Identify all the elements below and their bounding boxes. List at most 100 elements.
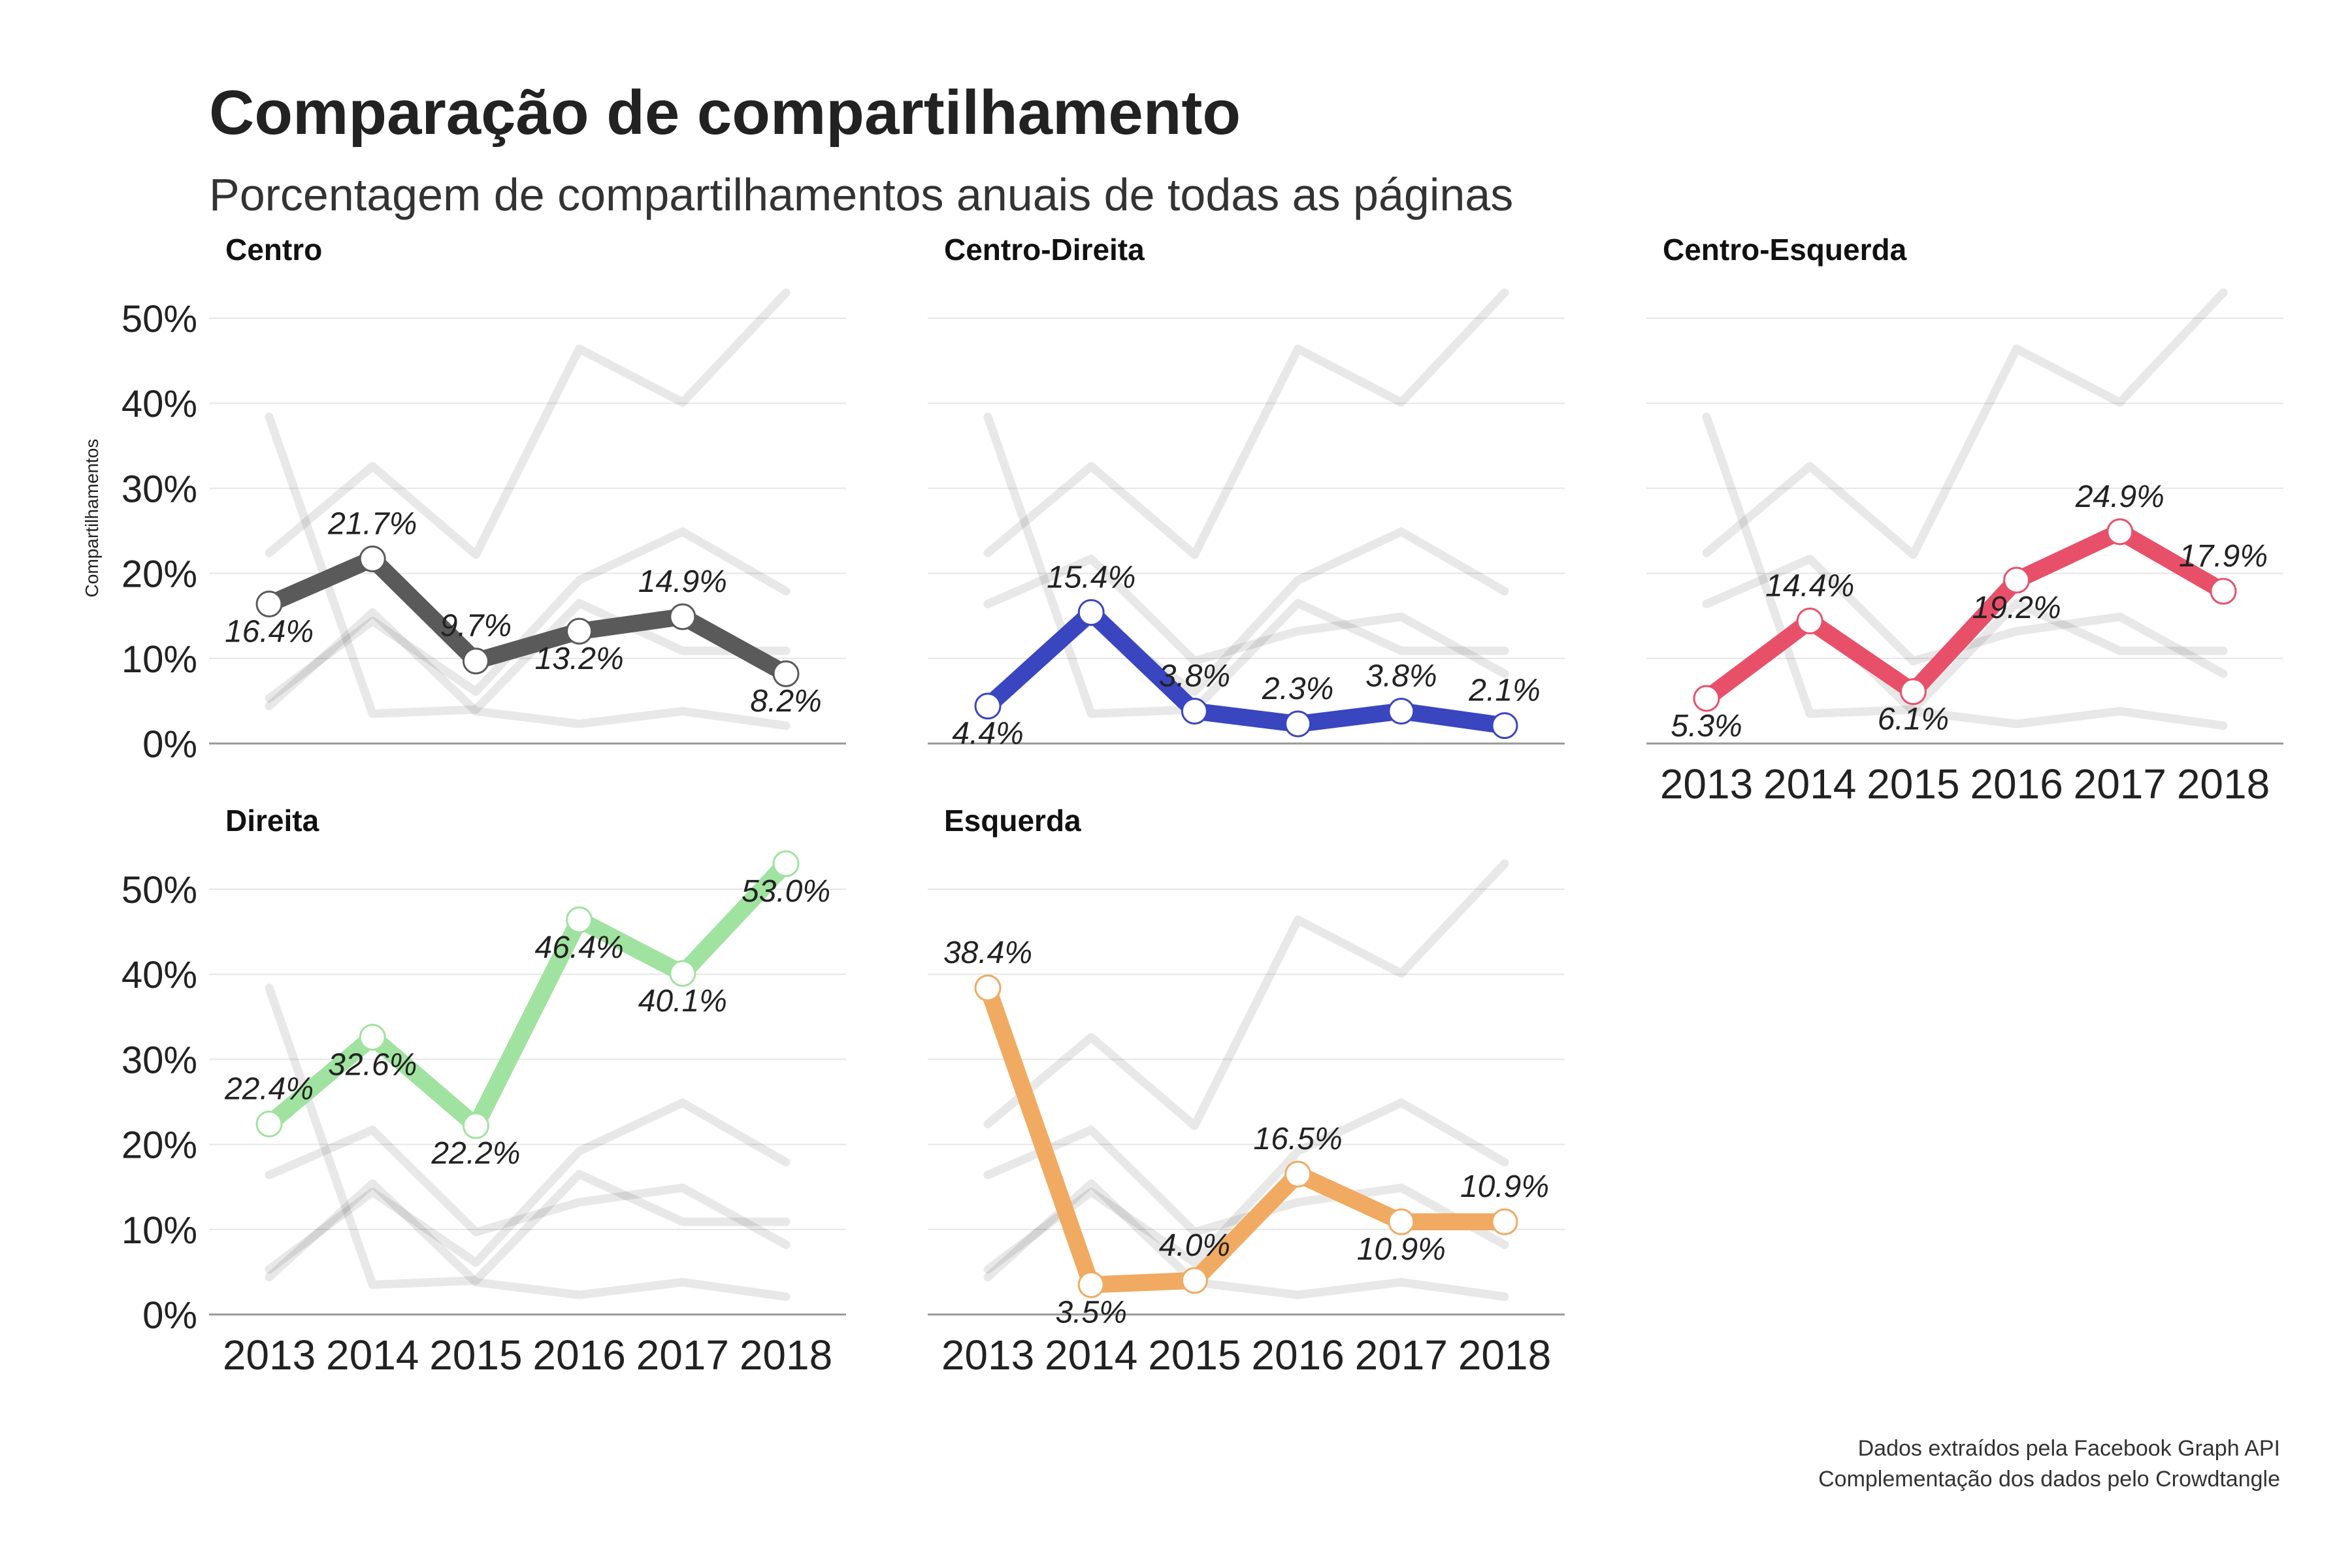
y-tick-label: 50% — [122, 869, 197, 911]
ghost-line-direita — [983, 288, 1509, 559]
data-point — [359, 1024, 386, 1051]
x-tick-label: 2014 — [326, 1331, 419, 1379]
ghost-line-direita — [1702, 288, 2228, 559]
y-tick-label: 50% — [122, 298, 197, 340]
data-point — [359, 545, 386, 572]
caption-line-1: Dados extraídos pela Facebook Graph API — [1858, 1436, 2280, 1461]
data-point — [566, 906, 593, 934]
data-label: 3.8% — [1365, 659, 1437, 694]
y-tick-label: 30% — [122, 468, 197, 510]
ghost-line-centro-direita — [983, 1179, 1509, 1301]
data-point — [974, 974, 1002, 1002]
data-point — [2210, 578, 2237, 605]
facet-panels: Centro 0% 10% 20% 30% 40% 50% 16.4% 21.7% 9.7% 13.… — [82, 233, 2283, 1379]
ghost-line-esquerda — [1702, 412, 2228, 718]
facet-centro-direita: Centro-Direita 4.4% 15.4% 3.8% 2.3% 3.8% 2.1% — [928, 233, 1565, 751]
data-point — [1796, 608, 1823, 635]
data-label: 6.1% — [1878, 702, 1949, 737]
data-label: 53.0% — [742, 874, 830, 909]
data-point — [669, 960, 696, 987]
data-label: 4.0% — [1159, 1228, 1230, 1263]
data-label: 19.2% — [1972, 591, 2061, 625]
x-tick-label: 2015 — [1867, 760, 1959, 808]
ghost-line-centro — [983, 554, 1509, 678]
y-tick-label: 40% — [122, 954, 197, 996]
data-point — [1181, 698, 1208, 725]
data-point — [1899, 678, 1927, 706]
ghost-line-direita — [265, 288, 791, 559]
data-point — [1388, 698, 1415, 725]
data-label: 10.9% — [1460, 1169, 1549, 1204]
data-label: 14.9% — [638, 564, 727, 599]
facet-direita: Direita 0% 10% 20% 30% 40% 50% 22.4% 32.6% 22.2% 4… — [122, 804, 846, 1379]
data-label: 3.8% — [1159, 659, 1230, 694]
facet-title-esquerda: Esquerda — [944, 804, 1081, 838]
ghost-line-esquerda — [265, 412, 791, 718]
data-label: 40.1% — [638, 984, 727, 1019]
data-label: 5.3% — [1671, 709, 1742, 743]
data-label: 2.1% — [1468, 674, 1540, 708]
x-tick-label: 2018 — [1458, 1331, 1551, 1379]
y-tick-label: 20% — [122, 1124, 197, 1167]
ghost-line-centro-esquerda — [265, 1098, 791, 1274]
data-point — [255, 590, 283, 617]
data-point — [462, 1112, 489, 1139]
ghost-line-centro-direita — [265, 1179, 791, 1301]
x-tick-label: 2015 — [1148, 1331, 1241, 1379]
x-tick-label: 2017 — [1355, 1331, 1448, 1379]
data-label: 14.4% — [1765, 569, 1854, 604]
data-label: 24.9% — [2075, 480, 2164, 514]
caption-line-2: Complementação dos dados pelo Crowdtangl… — [1818, 1467, 2280, 1492]
data-label: 22.4% — [224, 1071, 314, 1106]
ghost-line-centro-esquerda — [265, 527, 791, 703]
data-point — [1284, 1160, 1312, 1188]
x-tick-label: 2014 — [1045, 1331, 1137, 1379]
data-point — [1077, 599, 1105, 627]
data-point — [1181, 1267, 1208, 1294]
x-tick-label: 2014 — [1763, 760, 1856, 808]
x-tick-label: 2013 — [1660, 760, 1753, 808]
data-point — [669, 603, 696, 630]
facet-title-centro-direita: Centro-Direita — [944, 233, 1145, 267]
x-tick-label: 2016 — [532, 1331, 625, 1379]
ghost-line-centro — [265, 1125, 791, 1249]
x-tick-label: 2015 — [429, 1331, 522, 1379]
facet-centro: Centro 0% 10% 20% 30% 40% 50% 16.4% 21.7% 9.7% 13.… — [82, 233, 846, 766]
series-line-direita — [261, 855, 794, 1134]
y-tick-label: 0% — [142, 723, 197, 766]
ghost-line-esquerda — [265, 983, 791, 1289]
data-point — [1491, 1208, 1518, 1235]
x-tick-label: 2013 — [941, 1331, 1034, 1379]
series-line-centro — [261, 550, 794, 683]
data-point — [1491, 712, 1518, 740]
ghost-line-centro-esquerda — [983, 1098, 1509, 1274]
data-label: 16.5% — [1254, 1122, 1343, 1156]
x-tick-label: 2017 — [636, 1331, 729, 1379]
data-label: 8.2% — [750, 684, 821, 719]
data-point — [2003, 566, 2031, 594]
data-point — [255, 1110, 283, 1137]
data-point — [1077, 1271, 1105, 1298]
data-point — [1284, 710, 1312, 738]
y-tick-label: 0% — [142, 1294, 197, 1337]
data-point — [1388, 1208, 1415, 1235]
data-label: 15.4% — [1047, 561, 1135, 595]
series-line-centro-esquerda — [1698, 523, 2232, 707]
data-label: 2.3% — [1262, 672, 1333, 706]
data-label: 16.4% — [225, 614, 314, 649]
data-point — [2106, 518, 2134, 546]
data-point — [772, 660, 800, 687]
data-label: 3.5% — [1055, 1295, 1126, 1330]
data-label: 32.6% — [328, 1048, 417, 1083]
y-tick-label: 30% — [122, 1039, 197, 1081]
x-tick-label: 2018 — [740, 1331, 832, 1379]
series-line-esquerda — [979, 979, 1513, 1294]
x-tick-label: 2018 — [2177, 760, 2270, 808]
x-tick-label: 2016 — [1970, 760, 2063, 808]
data-label: 38.4% — [943, 936, 1032, 970]
x-tick-label: 2013 — [223, 1331, 316, 1379]
ghost-line-direita — [983, 859, 1509, 1130]
y-tick-label: 10% — [122, 638, 197, 681]
y-tick-label: 40% — [122, 383, 197, 425]
